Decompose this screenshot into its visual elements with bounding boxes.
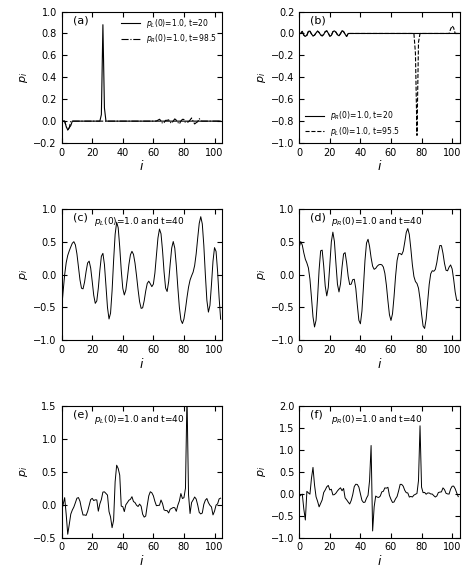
Y-axis label: $p_i$: $p_i$ <box>256 466 268 477</box>
Text: (b): (b) <box>310 16 326 25</box>
Y-axis label: $p_i$: $p_i$ <box>18 72 30 83</box>
X-axis label: $i$: $i$ <box>377 554 382 568</box>
Text: (a): (a) <box>73 16 89 25</box>
Text: (d): (d) <box>310 213 326 223</box>
Y-axis label: $p_i$: $p_i$ <box>256 269 268 280</box>
Text: $p_L$(0)=1.0 and t=40: $p_L$(0)=1.0 and t=40 <box>94 413 184 425</box>
Y-axis label: $p_i$: $p_i$ <box>18 466 30 477</box>
Y-axis label: $p_i$: $p_i$ <box>256 72 268 83</box>
Legend: $p_L$(0)=1.0, t=20, $p_R$(0)=1.0, t=98.5: $p_L$(0)=1.0, t=20, $p_R$(0)=1.0, t=98.5 <box>119 16 219 47</box>
Text: (f): (f) <box>310 410 323 420</box>
Legend: $p_R$(0)=1.0, t=20, $p_L$(0)=1.0, t=95.5: $p_R$(0)=1.0, t=20, $p_L$(0)=1.0, t=95.5 <box>303 108 401 139</box>
Text: (e): (e) <box>73 410 89 420</box>
X-axis label: $i$: $i$ <box>377 160 382 173</box>
Y-axis label: $p_i$: $p_i$ <box>18 269 30 280</box>
X-axis label: $i$: $i$ <box>139 160 145 173</box>
Text: $p_R$(0)=1.0 and t=40: $p_R$(0)=1.0 and t=40 <box>331 216 423 228</box>
Text: $p_R$(0)=1.0 and t=40: $p_R$(0)=1.0 and t=40 <box>331 413 423 425</box>
Text: (c): (c) <box>73 213 88 223</box>
X-axis label: $i$: $i$ <box>139 357 145 370</box>
X-axis label: $i$: $i$ <box>377 357 382 370</box>
X-axis label: $i$: $i$ <box>139 554 145 568</box>
Text: $p_L$(0)=1.0 and t=40: $p_L$(0)=1.0 and t=40 <box>94 216 184 228</box>
